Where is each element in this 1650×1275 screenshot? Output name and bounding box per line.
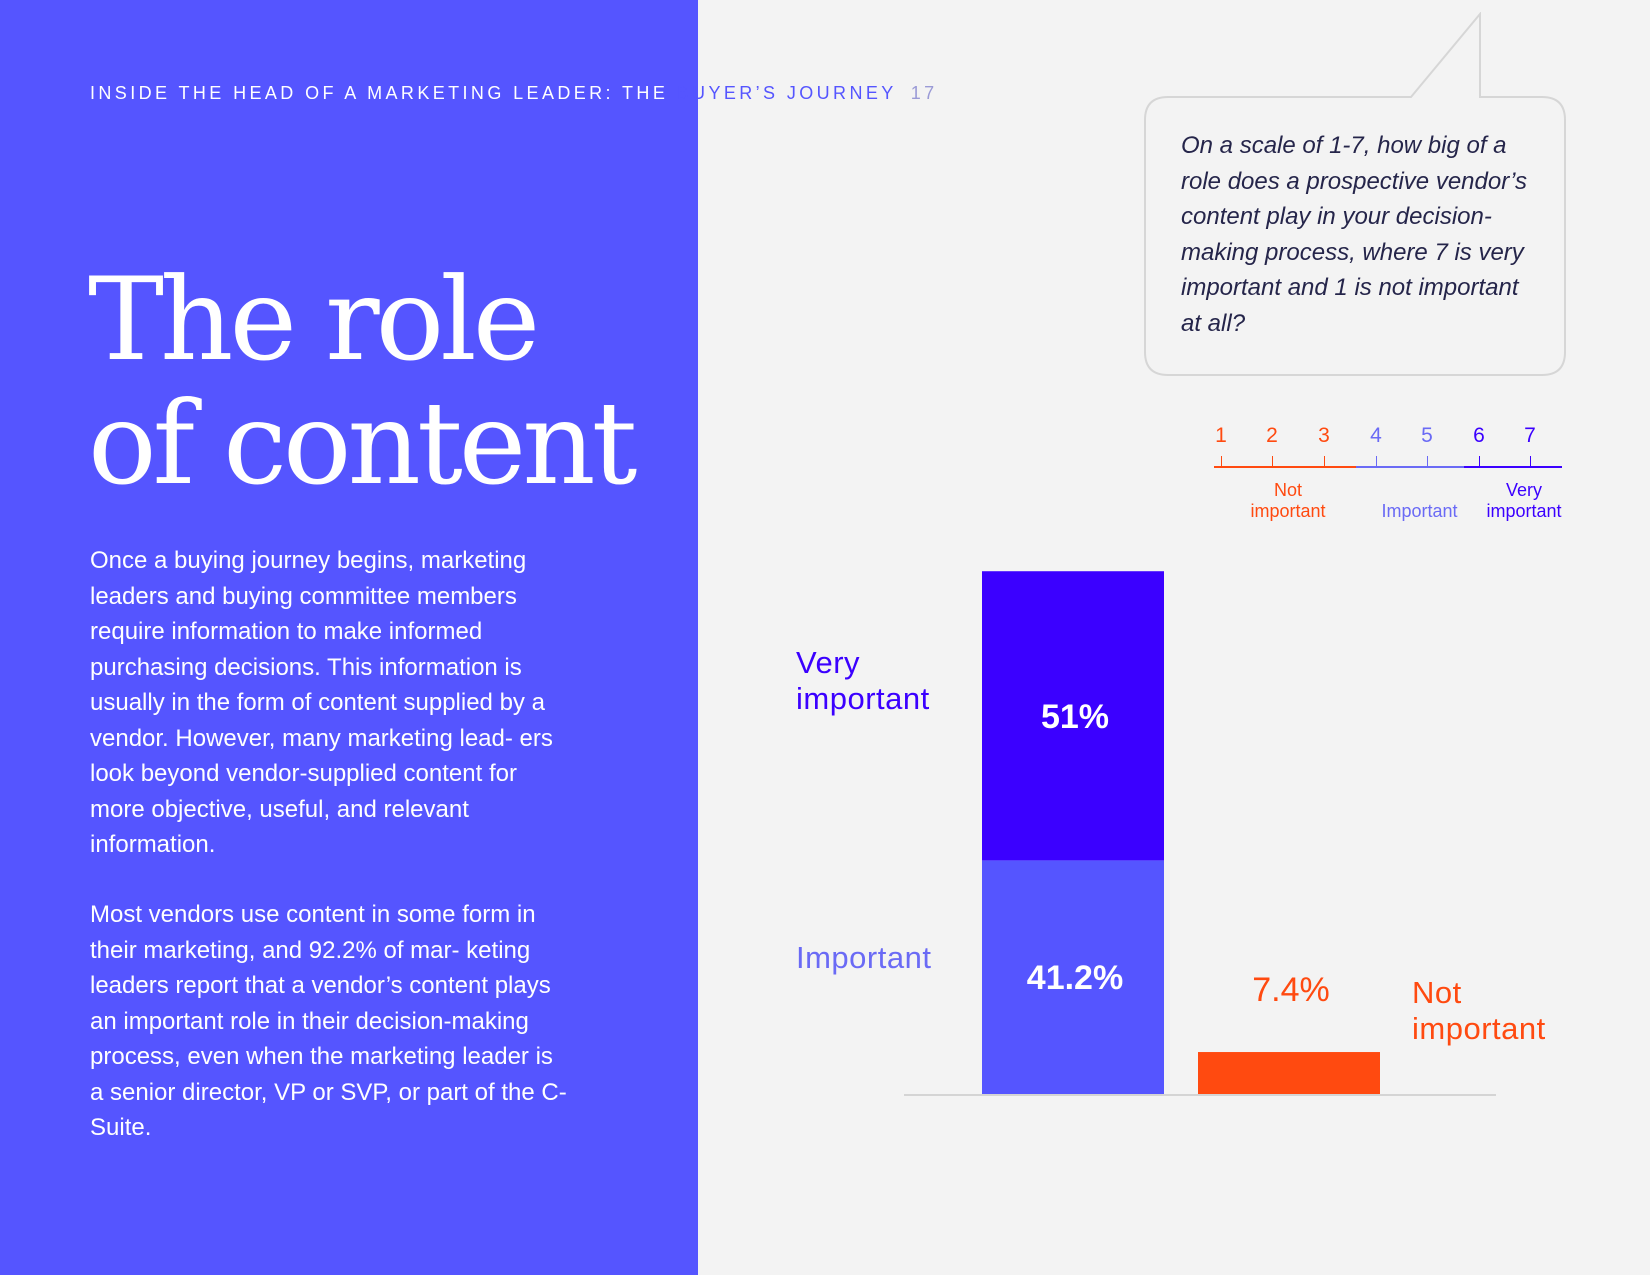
- scale-caption-very-important: Very important: [1486, 480, 1562, 521]
- title-line-1: The role: [88, 253, 540, 386]
- scale-number-3: 3: [1318, 424, 1330, 447]
- category-label-very-important: Very important: [796, 645, 930, 716]
- scale-tick: [1427, 456, 1428, 466]
- scale-tick: [1221, 456, 1222, 466]
- page-number: 17: [910, 83, 938, 103]
- scale-number-6: 6: [1473, 424, 1485, 447]
- bar-segment-not-important: [1198, 1052, 1380, 1094]
- scale-tick: [1272, 456, 1273, 466]
- data-label-not-important: 7.4%: [1252, 971, 1330, 1009]
- bar-segment-important: [982, 860, 1164, 1094]
- data-label-very-important: 51%: [1041, 698, 1109, 736]
- scale-tick: [1530, 456, 1531, 466]
- speech-bubble-outline: [1144, 12, 1566, 376]
- category-label-not-important: Not important: [1412, 975, 1546, 1046]
- body-paragraph-1: Once a buying journey begins, marketing …: [90, 547, 553, 858]
- survey-question: On a scale of 1-7, how big of a role doe…: [1181, 132, 1527, 337]
- scale-number-2: 2: [1266, 424, 1278, 447]
- scale-number-4: 4: [1370, 424, 1382, 447]
- data-label-important: 41.2%: [1027, 959, 1123, 997]
- scale-number-5: 5: [1421, 424, 1433, 447]
- bar-segment-very-important: [982, 571, 1164, 861]
- running-head-left: INSIDE THE HEAD OF A MARKETING LEADER: T…: [90, 83, 669, 103]
- scale-line-very-important: [1464, 466, 1562, 468]
- scale-number-7: 7: [1524, 424, 1536, 447]
- category-label-important: Important: [796, 940, 932, 975]
- page-title: The role of content: [88, 258, 648, 506]
- scale-caption-important: Important: [1381, 501, 1458, 521]
- title-line-2: of content: [88, 377, 637, 510]
- scale-tick: [1376, 456, 1377, 466]
- scale-tick: [1479, 456, 1480, 466]
- running-head: INSIDE THE HEAD OF A MARKETING LEADER: T…: [90, 82, 938, 104]
- scale-line-not-important: [1214, 466, 1356, 468]
- rating-scale-legend: 1 2 3 4 5 6 7 Not important Important Ve…: [1212, 420, 1572, 530]
- body-paragraph-2: Most vendors use content in some form in…: [90, 901, 567, 1141]
- scale-tick: [1324, 456, 1325, 466]
- speech-bubble: [1144, 12, 1566, 376]
- left-panel: [0, 0, 698, 1275]
- scale-number-1: 1: [1215, 424, 1227, 447]
- running-head-right: BUYER’S JOURNEY: [676, 83, 897, 103]
- scale-caption-not-important: Not important: [1250, 480, 1326, 521]
- scale-line-important: [1356, 466, 1464, 468]
